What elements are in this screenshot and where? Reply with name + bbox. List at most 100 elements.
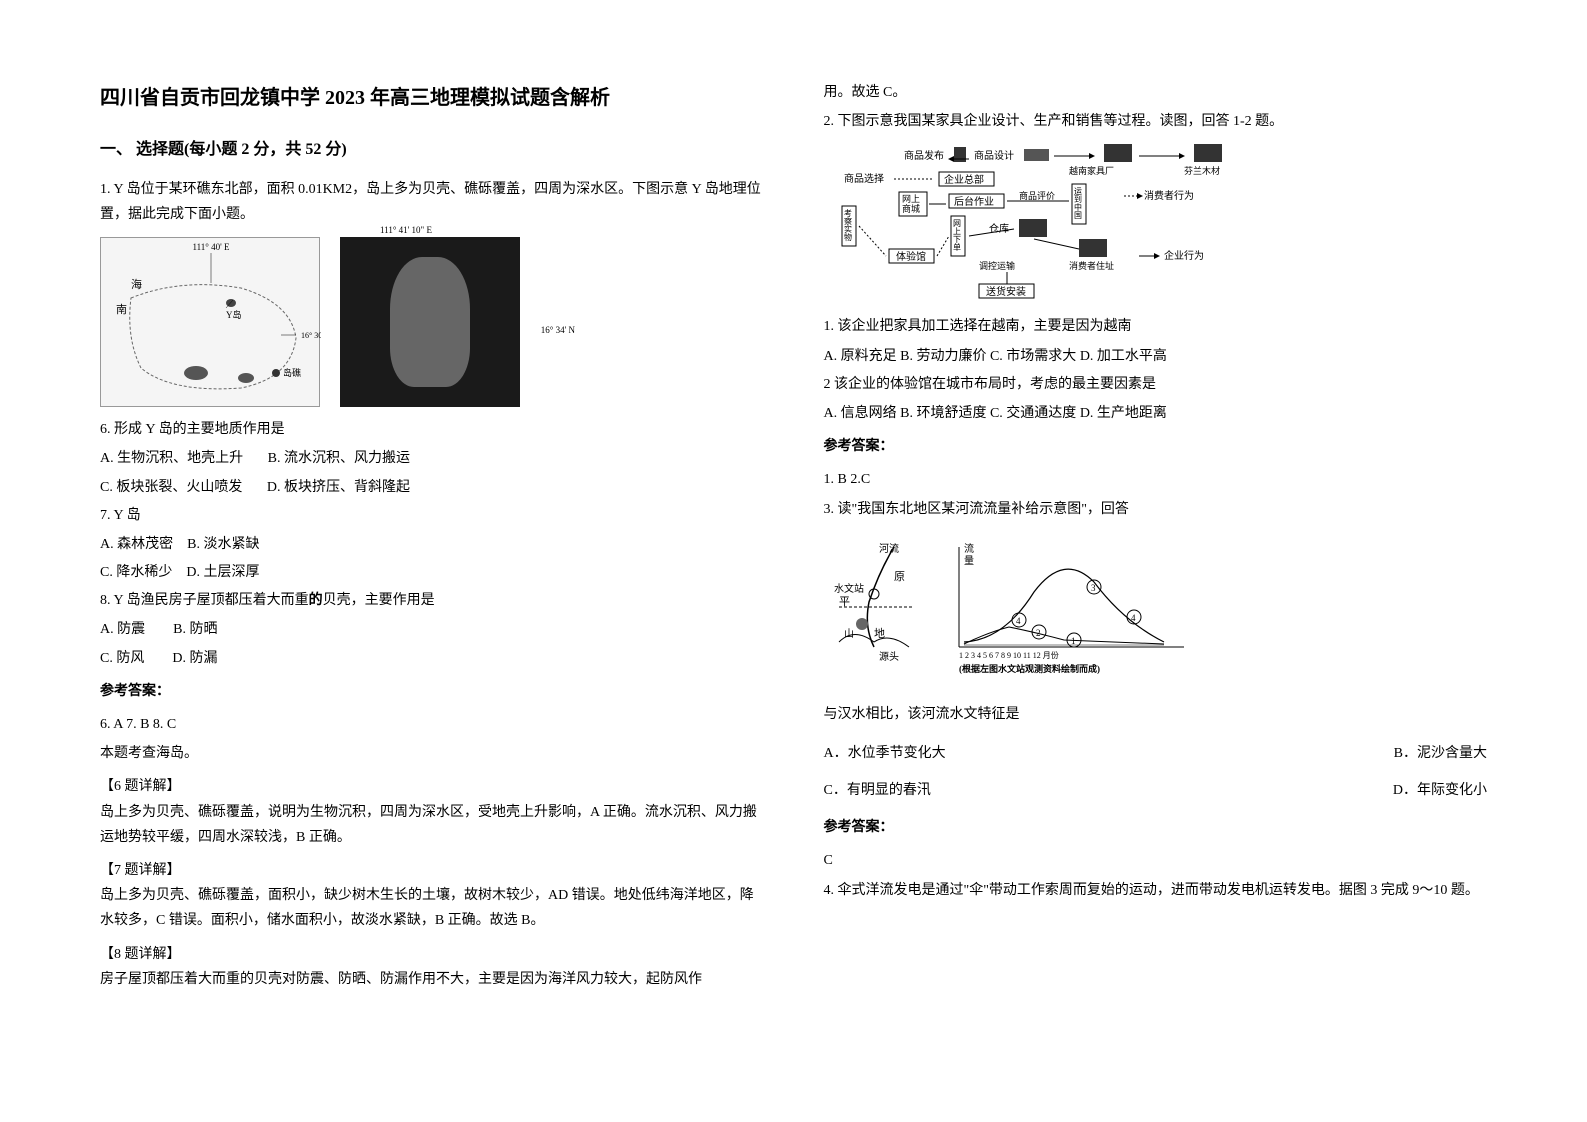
svg-text:4: 4 [1131,613,1136,623]
svg-text:送货安装: 送货安装 [986,285,1026,298]
exp6-text: 岛上多为贝壳、礁砾覆盖，说明为生物沉积，四周为深水区，受地壳上升影响，A 正确。… [100,800,764,850]
svg-text:芬兰木材: 芬兰木材 [1184,165,1220,176]
q8-optA: A. 防震 [100,622,145,637]
q7-options-cd: C. 降水稀少 D. 土层深厚 [100,560,764,585]
svg-text:1: 1 [1071,636,1076,646]
svg-text:2: 2 [1036,628,1041,638]
q6-optB: B. 流水沉积、风力搬运 [268,451,410,466]
svg-text:商品选择: 商品选择 [844,172,884,185]
q2s2-optB: B. 环境舒适度 [900,406,986,421]
q6-optC: C. 板块张裂、火山喷发 [100,480,242,495]
q2s1-optD: D. 加工水平高 [1080,349,1167,364]
river-diagram: 河流 原 水文站 平 地 山 源头 流 量 [824,532,1204,692]
svg-text:物: 物 [844,232,852,242]
answer-line-1: 6. A 7. B 8. C [100,712,764,737]
q2s2-optD: D. 生产地距离 [1080,406,1167,421]
svg-text:平: 平 [839,596,850,608]
exp8-text-col1: 房子屋顶都压着大而重的贝壳对防震、防晒、防漏作用不大，主要是因为海洋风力较大，起… [100,967,764,992]
svg-text:后台作业: 后台作业 [954,195,994,208]
sat-top-label: 111° 41' 10" E [380,222,432,238]
q7-optA: A. 森林茂密 [100,537,173,552]
q2-sub2-options: A. 信息网络 B. 环境舒适度 C. 交通通达度 D. 生产地距离 [824,401,1488,426]
svg-text:消费者住址: 消费者住址 [1069,260,1114,271]
reef-label: 岛礁 [283,367,301,378]
q3-intro: 3. 读"我国东北地区某河流流量补给示意图"，回答 [824,497,1488,522]
svg-text:消费者行为: 消费者行为 [1144,189,1194,202]
q7-optB: B. 淡水紧缺 [187,537,259,552]
q2s2-optA: A. 信息网络 [824,406,897,421]
q6-optD: D. 板块挤压、背斜隆起 [267,480,410,495]
q4-intro: 4. 伞式洋流发电是通过"伞"带动工作索周而复始的运动，进而带动发电机运转发电。… [824,878,1488,903]
q2-intro: 2. 下图示意我国某家具企业设计、生产和销售等过程。读图，回答 1-2 题。 [824,109,1488,134]
svg-text:河流: 河流 [879,542,899,555]
svg-text:体验馆: 体验馆 [896,250,926,263]
svg-text:1 2 3 4 5 6 7 8 9 10 11 12 月份: 1 2 3 4 5 6 7 8 9 10 11 12 月份 [959,650,1059,660]
section-header: 一、 选择题(每小题 2 分，共 52 分) [100,136,764,165]
q8-optB: B. 防晒 [173,622,217,637]
svg-text:量: 量 [964,555,974,567]
q1-figures: 111° 40' E 海 南 Y岛 16° 30'N 岛礁 1 [100,237,764,407]
q3-question: 与汉水相比，该河流水文特征是 [824,702,1488,727]
map-sea-label: 海 [131,277,142,291]
q6-options-cd: C. 板块张裂、火山喷发 D. 板块挤压、背斜隆起 [100,475,764,500]
svg-text:原: 原 [894,571,905,583]
answer-topic: 本题考查海岛。 [100,741,764,766]
svg-text:单: 单 [953,242,961,252]
answer-header-2: 参考答案： [824,434,1488,459]
q3-options-cd: C．有明显的春汛 D．年际变化小 [824,778,1488,803]
map-top-label: 111° 40' E [192,242,230,252]
svg-text:4: 4 [1016,616,1021,626]
svg-text:3: 3 [1091,583,1096,593]
q7-optD: D. 土层深厚 [186,565,259,580]
svg-text:水文站: 水文站 [834,582,864,595]
exp7-header: 【7 题详解】 [100,858,764,883]
q8-post: 贝壳，主要作用是 [323,593,435,608]
svg-text:调控运输: 调控运输 [979,260,1015,271]
q2s1-optA: A. 原料充足 [824,349,897,364]
map-south-label: 南 [116,303,127,316]
document-title: 四川省自贡市回龙镇中学 2023 年高三地理模拟试题含解析 [100,80,764,116]
svg-text:商品评价: 商品评价 [1019,190,1055,201]
sat-right-label: 16° 34' N [541,322,575,338]
sat-island-shape [390,257,470,387]
exp6-header: 【6 题详解】 [100,774,764,799]
answer-3: C [824,848,1488,873]
svg-text:越南家具厂: 越南家具厂 [1069,165,1114,176]
svg-text:商品设计: 商品设计 [974,149,1014,162]
q8-options-ab: A. 防震 B. 防晒 [100,617,764,642]
q2-sub2-text: 2 该企业的体验馆在城市布局时，考虑的最主要因素是 [824,372,1488,397]
q7-optC: C. 降水稀少 [100,565,172,580]
q2s1-optC: C. 市场需求大 [990,349,1076,364]
svg-text:企业行为: 企业行为 [1164,249,1204,262]
q7-options-ab: A. 森林茂密 B. 淡水紧缺 [100,532,764,557]
q3-optD: D．年际变化小 [1393,778,1487,803]
svg-text:商城: 商城 [902,203,920,214]
svg-text:源头: 源头 [879,650,899,663]
exp8-text-col2: 用。故选 C。 [824,80,1488,105]
q1-intro: 1. Y 岛位于某环礁东北部，面积 0.01KM2，岛上多为贝壳、礁砾覆盖，四周… [100,177,764,227]
svg-text:商品发布: 商品发布 [904,149,944,162]
q3-optA: A．水位季节变化大 [824,741,946,766]
svg-text:国: 国 [1074,211,1082,220]
svg-text:山: 山 [844,628,854,640]
q2-sub1-options: A. 原料充足 B. 劳动力廉价 C. 市场需求大 D. 加工水平高 [824,344,1488,369]
answer-header-3: 参考答案： [824,815,1488,840]
satellite-figure [340,237,520,407]
svg-text:(根据左图水文站观测资料绘制而成): (根据左图水文站观测资料绘制而成) [959,663,1100,674]
q3-optC: C．有明显的春汛 [824,778,931,803]
q8-optC: C. 防风 [100,651,144,666]
q7-text: 7. Y 岛 [100,503,764,528]
exp8-header: 【8 题详解】 [100,942,764,967]
svg-text:网上: 网上 [902,194,920,204]
left-column: 四川省自贡市回龙镇中学 2023 年高三地理模拟试题含解析 一、 选择题(每小题… [100,80,764,996]
q8-text: 8. Y 岛渔民房子屋顶都压着大而重的贝壳，主要作用是 [100,588,764,613]
q8-pre: 8. Y 岛渔民房子屋顶都压着大而重 [100,593,309,608]
q2-sub1-text: 1. 该企业把家具加工选择在越南，主要是因为越南 [824,314,1488,339]
answer-line-2: 1. B 2.C [824,467,1488,492]
exp7-text: 岛上多为贝壳、礁砾覆盖，面积小，缺少树木生长的土壤，故树木较少，AD 错误。地处… [100,883,764,933]
svg-text:仓库: 仓库 [989,222,1009,235]
q8-mid: 的 [309,593,323,608]
map-figure: 111° 40' E 海 南 Y岛 16° 30'N 岛礁 [100,237,320,407]
lat-label: 16° 30'N [301,331,321,340]
q2s1-optB: B. 劳动力廉价 [900,349,986,364]
